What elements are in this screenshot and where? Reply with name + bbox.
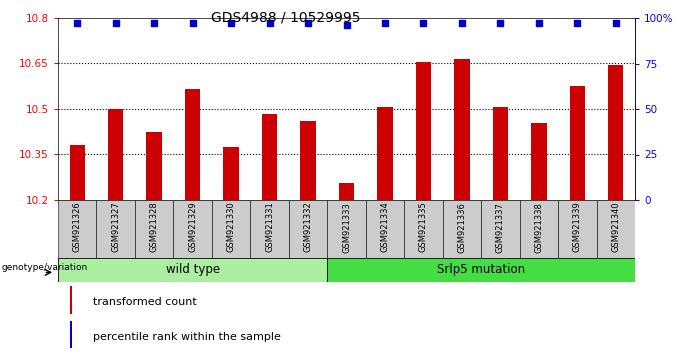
- Text: GSM921330: GSM921330: [226, 202, 235, 252]
- Text: Srlp5 mutation: Srlp5 mutation: [437, 263, 525, 276]
- Text: transformed count: transformed count: [92, 297, 197, 307]
- Bar: [69, 145, 85, 200]
- Bar: [69, 321, 72, 348]
- Bar: [135, 200, 173, 258]
- Text: GSM921326: GSM921326: [73, 202, 82, 252]
- Text: GSM921339: GSM921339: [573, 202, 582, 252]
- Bar: [520, 200, 558, 258]
- Text: GDS4988 / 10529995: GDS4988 / 10529995: [211, 11, 360, 25]
- Bar: [327, 258, 635, 282]
- Text: GSM921329: GSM921329: [188, 202, 197, 252]
- Text: genotype/variation: genotype/variation: [1, 263, 88, 272]
- Bar: [327, 200, 366, 258]
- Text: GSM921327: GSM921327: [112, 202, 120, 252]
- Text: GSM921337: GSM921337: [496, 202, 505, 253]
- Bar: [58, 200, 97, 258]
- Text: GSM921338: GSM921338: [534, 202, 543, 253]
- Bar: [339, 183, 354, 200]
- Bar: [212, 200, 250, 258]
- Bar: [493, 108, 508, 200]
- Bar: [377, 108, 392, 200]
- Text: GSM921333: GSM921333: [342, 202, 351, 253]
- Bar: [415, 62, 431, 200]
- Bar: [146, 132, 162, 200]
- Bar: [443, 200, 481, 258]
- Bar: [224, 147, 239, 200]
- Bar: [558, 200, 596, 258]
- Text: GSM921332: GSM921332: [303, 202, 313, 252]
- Text: GSM921340: GSM921340: [611, 202, 620, 252]
- Bar: [58, 258, 327, 282]
- Bar: [481, 200, 520, 258]
- Text: GSM921336: GSM921336: [458, 202, 466, 253]
- Text: GSM921328: GSM921328: [150, 202, 158, 252]
- Text: GSM921334: GSM921334: [381, 202, 390, 252]
- Bar: [185, 89, 201, 200]
- Bar: [454, 59, 470, 200]
- Bar: [366, 200, 404, 258]
- Bar: [596, 200, 635, 258]
- Bar: [531, 122, 547, 200]
- Bar: [570, 86, 585, 200]
- Bar: [173, 200, 212, 258]
- Bar: [608, 65, 624, 200]
- Bar: [69, 286, 72, 314]
- Text: GSM921331: GSM921331: [265, 202, 274, 252]
- Bar: [404, 200, 443, 258]
- Bar: [262, 114, 277, 200]
- Text: GSM921335: GSM921335: [419, 202, 428, 252]
- Bar: [289, 200, 327, 258]
- Bar: [97, 200, 135, 258]
- Text: percentile rank within the sample: percentile rank within the sample: [92, 332, 280, 342]
- Text: wild type: wild type: [165, 263, 220, 276]
- Bar: [108, 109, 123, 200]
- Bar: [301, 121, 316, 200]
- Bar: [250, 200, 289, 258]
